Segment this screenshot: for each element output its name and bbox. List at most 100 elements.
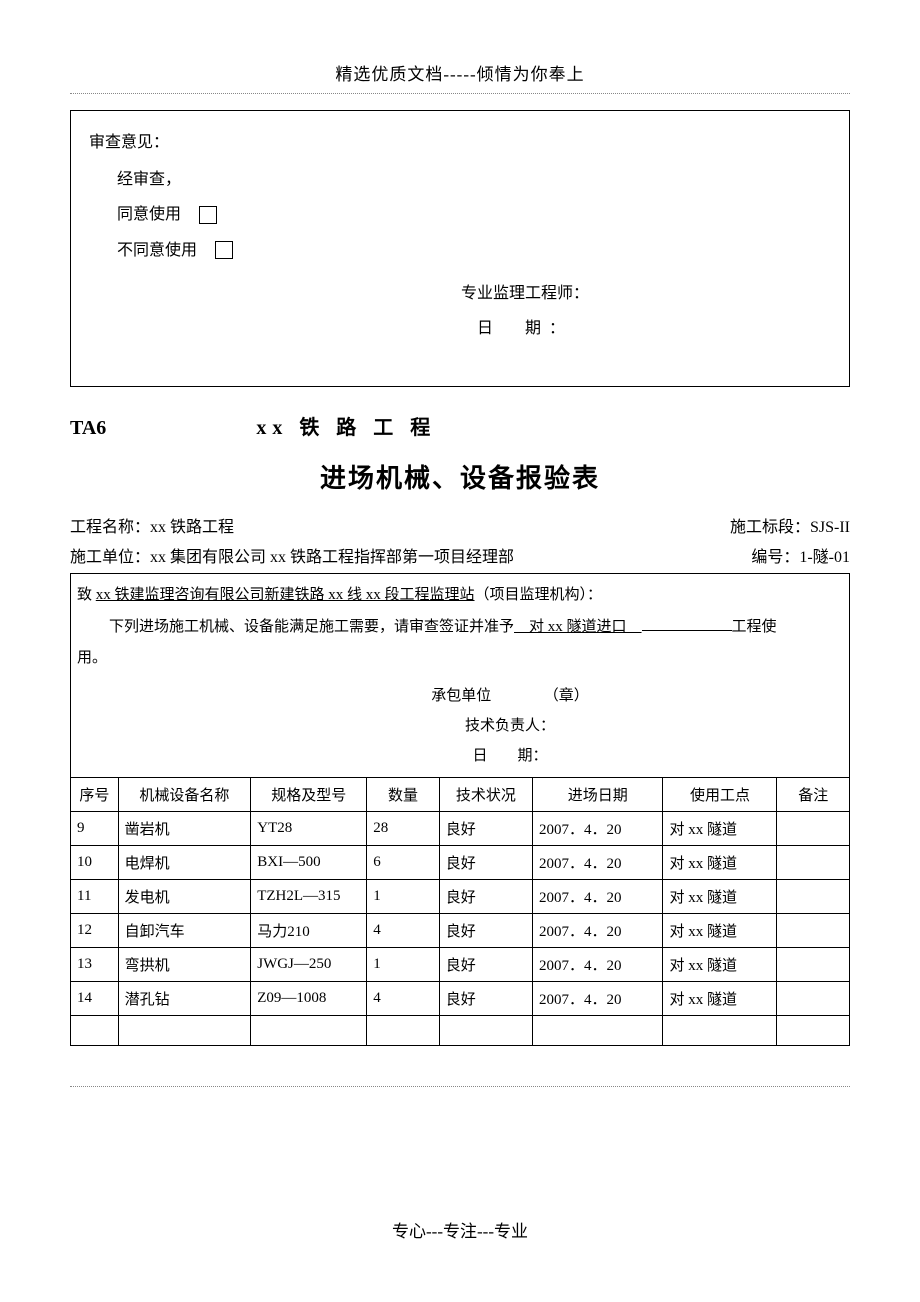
- header-date: 进场日期: [532, 777, 663, 811]
- cell-seq: 10: [71, 845, 119, 879]
- table-header-row: 序号 机械设备名称 规格及型号 数量 技术状况 进场日期 使用工点 备注: [71, 777, 850, 811]
- cell-remark: [777, 845, 850, 879]
- cell-spec: BXI—500: [251, 845, 367, 879]
- cell-seq: 12: [71, 913, 119, 947]
- intro-date-line: 日 期：: [177, 741, 843, 771]
- cell-name: 潜孔钻: [118, 981, 251, 1015]
- cell-spec: Z09—1008: [251, 981, 367, 1015]
- engineer-signature-line: 专业监理工程师：: [89, 276, 831, 311]
- empty-cell: [367, 1015, 440, 1045]
- unit-value: xx 集团有限公司 xx 铁路工程指挥部第一项目经理部: [150, 549, 514, 566]
- cell-name: 自卸汽车: [118, 913, 251, 947]
- page-header: 精选优质文档-----倾情为你奉上: [70, 60, 850, 85]
- project-value: xx 铁路工程: [150, 519, 234, 536]
- header-name: 机械设备名称: [118, 777, 251, 811]
- cell-date: 2007．4．20: [532, 845, 663, 879]
- cell-name: 弯拱机: [118, 947, 251, 981]
- cell-location: 对 xx 隧道: [663, 981, 777, 1015]
- cell-qty: 4: [367, 913, 440, 947]
- cell-remark: [777, 913, 850, 947]
- disagree-label: 不同意使用: [117, 233, 197, 268]
- cell-spec: 马力210: [251, 913, 367, 947]
- cell-seq: 11: [71, 879, 119, 913]
- cell-date: 2007．4．20: [532, 981, 663, 1015]
- table-empty-row: [71, 1015, 850, 1045]
- title-row: TA6 xx 铁 路 工 程: [70, 411, 850, 440]
- empty-cell: [777, 1015, 850, 1045]
- intro-to-prefix: 致: [77, 587, 96, 603]
- cell-seq: 14: [71, 981, 119, 1015]
- signature-block: 承包单位 （章） 技术负责人： 日 期：: [77, 681, 843, 771]
- intro-body-end: 用。: [77, 643, 843, 675]
- cell-name: 凿岩机: [118, 811, 251, 845]
- footer-divider: [70, 1086, 850, 1087]
- agree-checkbox[interactable]: [199, 206, 217, 224]
- cell-status: 良好: [439, 913, 532, 947]
- disagree-checkbox[interactable]: [215, 241, 233, 259]
- empty-cell: [251, 1015, 367, 1045]
- empty-cell: [532, 1015, 663, 1045]
- cell-date: 2007．4．20: [532, 811, 663, 845]
- intro-to-line: 致 xx 铁建监理咨询有限公司新建铁路 xx 线 xx 段工程监理站（项目监理机…: [77, 580, 843, 612]
- header-location: 使用工点: [663, 777, 777, 811]
- intro-body-line: 下列进场施工机械、设备能满足施工需要，请审查签证并准予 对 xx 隧道进口 工程…: [77, 612, 843, 644]
- cell-remark: [777, 981, 850, 1015]
- cell-name: 电焊机: [118, 845, 251, 879]
- header-spec: 规格及型号: [251, 777, 367, 811]
- cell-qty: 1: [367, 947, 440, 981]
- cell-qty: 28: [367, 811, 440, 845]
- cell-status: 良好: [439, 981, 532, 1015]
- intro-fill-blank: [642, 630, 732, 631]
- document-number: 编号：1-隧-01: [751, 543, 850, 567]
- contractor-line: 承包单位 （章）: [177, 681, 843, 711]
- cell-status: 良好: [439, 879, 532, 913]
- header-qty: 数量: [367, 777, 440, 811]
- construction-section: 施工标段：SJS-II: [730, 513, 850, 537]
- intro-to-org: xx 铁建监理咨询有限公司新建铁路 xx 线 xx 段工程监理站: [96, 587, 475, 603]
- project-label: 工程名称：: [70, 519, 150, 536]
- form-main-title: 进场机械、设备报验表: [70, 458, 850, 495]
- cell-status: 良好: [439, 845, 532, 879]
- table-row: 11发电机TZH2L—3151良好2007．4．20对 xx 隧道: [71, 879, 850, 913]
- cell-qty: 4: [367, 981, 440, 1015]
- project-name: 工程名称：xx 铁路工程: [70, 513, 234, 537]
- cell-remark: [777, 947, 850, 981]
- intro-body-prefix: 下列进场施工机械、设备能满足施工需要，请审查签证并准予: [109, 619, 514, 635]
- table-row: 12自卸汽车马力2104良好2007．4．20对 xx 隧道: [71, 913, 850, 947]
- cell-location: 对 xx 隧道: [663, 913, 777, 947]
- header-status: 技术状况: [439, 777, 532, 811]
- cell-seq: 9: [71, 811, 119, 845]
- construction-unit: 施工单位：xx 集团有限公司 xx 铁路工程指挥部第一项目经理部: [70, 543, 514, 567]
- number-label: 编号：: [751, 549, 799, 566]
- cell-status: 良好: [439, 811, 532, 845]
- review-opinion-box: 审查意见： 经审查， 同意使用 不同意使用 专业监理工程师： 日 期：: [70, 110, 850, 387]
- header-divider: [70, 93, 850, 94]
- document-page: 精选优质文档-----倾情为你奉上 审查意见： 经审查， 同意使用 不同意使用 …: [0, 0, 920, 1086]
- unit-label: 施工单位：: [70, 549, 150, 566]
- header-seq: 序号: [71, 777, 119, 811]
- empty-cell: [663, 1015, 777, 1045]
- header-remark: 备注: [777, 777, 850, 811]
- tech-lead-line: 技术负责人：: [177, 711, 843, 741]
- cell-date: 2007．4．20: [532, 947, 663, 981]
- cell-spec: JWGJ—250: [251, 947, 367, 981]
- meta-row-2: 施工单位：xx 集团有限公司 xx 铁路工程指挥部第一项目经理部 编号：1-隧-…: [70, 543, 850, 567]
- section-label: 施工标段：: [730, 519, 810, 536]
- cell-qty: 6: [367, 845, 440, 879]
- intro-row: 致 xx 铁建监理咨询有限公司新建铁路 xx 线 xx 段工程监理站（项目监理机…: [71, 574, 850, 778]
- cell-location: 对 xx 隧道: [663, 879, 777, 913]
- table-row: 14潜孔钻Z09—10084良好2007．4．20对 xx 隧道: [71, 981, 850, 1015]
- meta-row-1: 工程名称：xx 铁路工程 施工标段：SJS-II: [70, 513, 850, 537]
- cell-location: 对 xx 隧道: [663, 845, 777, 879]
- page-footer: 专心---专注---专业: [0, 1217, 920, 1242]
- intro-fill: 对 xx 隧道进口: [514, 619, 642, 635]
- cell-qty: 1: [367, 879, 440, 913]
- cell-remark: [777, 811, 850, 845]
- empty-cell: [71, 1015, 119, 1045]
- review-date-line: 日 期：: [89, 311, 831, 346]
- intro-cell: 致 xx 铁建监理咨询有限公司新建铁路 xx 线 xx 段工程监理站（项目监理机…: [71, 574, 850, 778]
- cell-name: 发电机: [118, 879, 251, 913]
- cell-status: 良好: [439, 947, 532, 981]
- cell-date: 2007．4．20: [532, 913, 663, 947]
- railway-project-title: xx 铁 路 工 程: [256, 411, 436, 440]
